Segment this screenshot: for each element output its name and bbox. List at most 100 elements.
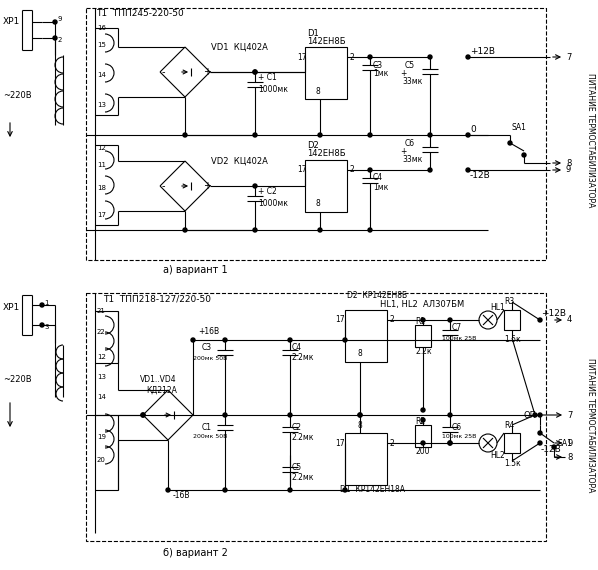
Circle shape	[141, 413, 145, 417]
Text: -: -	[161, 181, 165, 191]
Circle shape	[166, 488, 170, 492]
Text: 200: 200	[415, 447, 429, 457]
Circle shape	[552, 445, 556, 449]
Text: -: -	[161, 67, 165, 77]
Circle shape	[223, 488, 227, 492]
Text: C6: C6	[452, 422, 462, 431]
Circle shape	[253, 70, 257, 74]
Text: 7: 7	[566, 52, 571, 62]
Text: 2.2мк: 2.2мк	[292, 473, 315, 482]
Circle shape	[466, 133, 470, 137]
Text: +12В: +12В	[541, 310, 566, 319]
Text: 8: 8	[357, 349, 362, 359]
Text: 2: 2	[349, 165, 354, 174]
Circle shape	[538, 413, 542, 417]
Text: 2: 2	[389, 316, 393, 324]
Text: 21: 21	[97, 308, 106, 314]
Text: 17: 17	[297, 165, 307, 174]
Text: 17: 17	[297, 52, 307, 62]
Circle shape	[448, 413, 452, 417]
Bar	[86, 8, 546, 260]
Circle shape	[191, 338, 195, 342]
Text: C5: C5	[292, 462, 302, 471]
Circle shape	[368, 133, 372, 137]
Text: ПИТАНИЕ ТЕРМОСТАБИЛИЗАТОРА: ПИТАНИЕ ТЕРМОСТАБИЛИЗАТОРА	[585, 358, 594, 492]
Text: 7: 7	[567, 410, 572, 420]
Circle shape	[533, 413, 537, 417]
Circle shape	[223, 413, 227, 417]
Text: 4: 4	[567, 316, 572, 324]
Circle shape	[253, 228, 257, 232]
Circle shape	[183, 133, 187, 137]
Bar	[305, 160, 347, 212]
Text: 3: 3	[44, 324, 48, 330]
Text: +: +	[203, 67, 211, 77]
Circle shape	[466, 168, 470, 172]
Text: +: +	[400, 70, 407, 79]
Bar	[305, 47, 347, 99]
Text: 33мк: 33мк	[402, 154, 422, 164]
Text: HL1: HL1	[490, 303, 505, 312]
Text: 1.5к: 1.5к	[504, 458, 521, 467]
Text: 13: 13	[97, 374, 106, 380]
Bar	[415, 425, 431, 447]
Text: 1000мк: 1000мк	[258, 200, 288, 209]
Circle shape	[343, 488, 347, 492]
Text: 8: 8	[566, 158, 571, 168]
Circle shape	[368, 55, 372, 59]
Circle shape	[358, 413, 362, 417]
Circle shape	[253, 70, 257, 74]
Text: +: +	[203, 181, 211, 191]
Circle shape	[288, 413, 292, 417]
Text: 17: 17	[97, 212, 106, 218]
Text: T1  ТПП245-220-50: T1 ТПП245-220-50	[96, 10, 184, 18]
Text: -12В: -12В	[541, 445, 562, 454]
Text: 13: 13	[97, 102, 106, 108]
Text: C3: C3	[373, 60, 383, 70]
Text: 19: 19	[97, 434, 106, 440]
Text: -16В: -16В	[173, 491, 191, 499]
Text: 2: 2	[58, 37, 62, 43]
Text: 100мк 25В: 100мк 25В	[442, 434, 477, 439]
Text: C2: C2	[292, 422, 302, 431]
Circle shape	[183, 228, 187, 232]
Text: ~220В: ~220В	[3, 91, 32, 100]
Text: C6: C6	[405, 139, 415, 148]
Circle shape	[428, 168, 432, 172]
Text: D2: D2	[307, 141, 319, 150]
Text: 1мк: 1мк	[373, 182, 388, 192]
Circle shape	[288, 338, 292, 342]
Circle shape	[358, 413, 362, 417]
Text: б) вариант 2: б) вариант 2	[163, 548, 227, 558]
Bar	[86, 293, 546, 541]
Bar	[504, 310, 520, 330]
Text: 9: 9	[567, 438, 572, 447]
Text: 8: 8	[315, 200, 320, 209]
Text: D2  КР142ЕН8Б: D2 КР142ЕН8Б	[347, 291, 407, 300]
Circle shape	[448, 318, 452, 322]
Text: 200мк 50В: 200мк 50В	[193, 434, 227, 439]
Text: 12: 12	[97, 354, 106, 360]
Text: ~220В: ~220В	[3, 376, 32, 385]
Text: 2.2к: 2.2к	[415, 348, 432, 356]
Text: VD1..VD4: VD1..VD4	[140, 376, 176, 385]
Text: 1: 1	[44, 300, 48, 306]
Text: 1мк: 1мк	[373, 70, 388, 79]
Text: 8: 8	[567, 453, 572, 462]
Circle shape	[288, 488, 292, 492]
Text: SA1: SA1	[558, 438, 573, 447]
Text: 16: 16	[97, 25, 106, 31]
Text: +16В: +16В	[198, 328, 219, 336]
Text: VD2  КЦ402А: VD2 КЦ402А	[211, 157, 268, 165]
Text: ПИТАНИЕ ТЕРМОСТАБИЛИЗАТОРА: ПИТАНИЕ ТЕРМОСТАБИЛИЗАТОРА	[585, 73, 594, 207]
Circle shape	[428, 55, 432, 59]
Text: 1.5к: 1.5к	[504, 336, 521, 344]
Text: D1  КР142ЕН18А: D1 КР142ЕН18А	[340, 486, 405, 495]
Text: 20: 20	[97, 457, 106, 463]
Text: 17: 17	[335, 316, 344, 324]
Text: 8: 8	[315, 87, 320, 96]
Text: 14: 14	[97, 394, 106, 400]
Text: +12В: +12В	[470, 47, 495, 55]
Circle shape	[421, 318, 425, 322]
Text: 200мк 50В: 200мк 50В	[193, 356, 227, 360]
